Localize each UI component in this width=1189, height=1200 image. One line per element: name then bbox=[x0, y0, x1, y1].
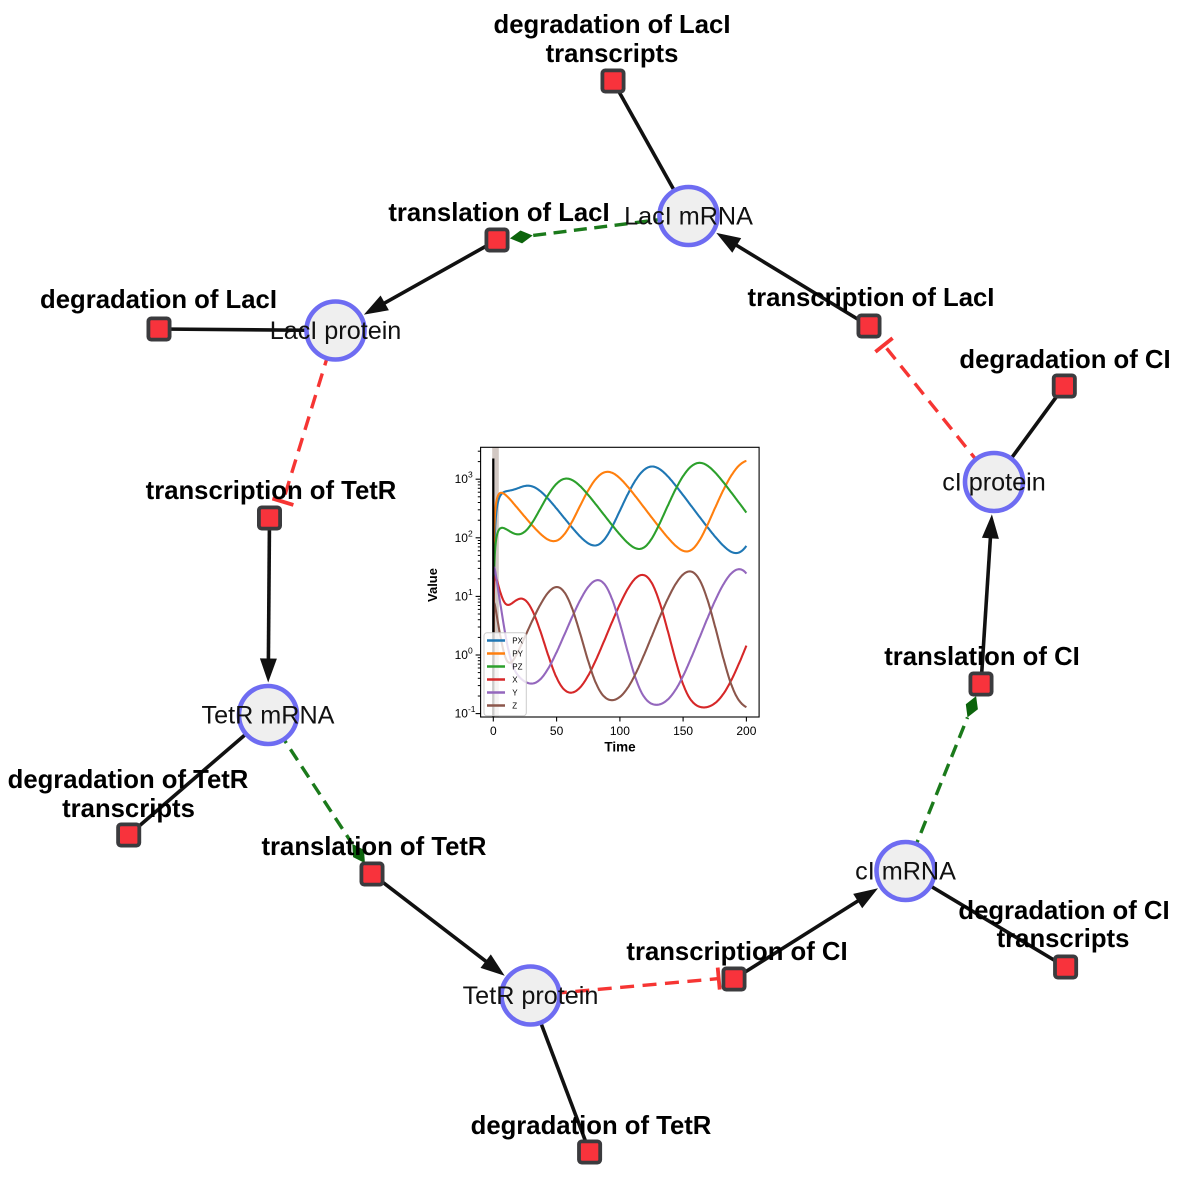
svg-text:LacI protein: LacI protein bbox=[270, 317, 402, 345]
svg-text:Z: Z bbox=[512, 701, 517, 710]
svg-text:PX: PX bbox=[512, 636, 523, 645]
svg-text:0: 0 bbox=[490, 724, 497, 738]
svg-text:transcription of TetR: transcription of TetR bbox=[146, 477, 397, 505]
svg-text:degradation of LacI: degradation of LacI bbox=[40, 286, 277, 314]
svg-text:translation of LacI: translation of LacI bbox=[388, 199, 609, 227]
svg-text:degradation of TetR: degradation of TetR bbox=[471, 1112, 712, 1140]
svg-text:transcripts: transcripts bbox=[62, 795, 195, 823]
svg-text:degradation of CI: degradation of CI bbox=[958, 897, 1169, 925]
svg-text:degradation of CI: degradation of CI bbox=[959, 346, 1170, 374]
svg-text:transcription of LacI: transcription of LacI bbox=[748, 284, 995, 312]
svg-text:TetR mRNA: TetR mRNA bbox=[202, 702, 335, 730]
svg-text:TetR protein: TetR protein bbox=[463, 982, 599, 1010]
svg-text:150: 150 bbox=[673, 724, 693, 738]
svg-text:translation of CI: translation of CI bbox=[884, 643, 1080, 671]
svg-text:degradation of LacI: degradation of LacI bbox=[494, 11, 731, 39]
svg-text:degradation of TetR: degradation of TetR bbox=[8, 766, 249, 794]
svg-text:PY: PY bbox=[512, 649, 523, 658]
svg-text:200: 200 bbox=[736, 724, 756, 738]
svg-text:transcripts: transcripts bbox=[997, 925, 1130, 953]
svg-text:Y: Y bbox=[512, 688, 518, 697]
svg-text:X: X bbox=[512, 675, 518, 684]
svg-text:cI protein: cI protein bbox=[942, 469, 1046, 497]
svg-text:LacI mRNA: LacI mRNA bbox=[624, 203, 753, 231]
svg-text:Value: Value bbox=[425, 568, 440, 602]
svg-text:Time: Time bbox=[604, 740, 636, 755]
svg-text:transcription of CI: transcription of CI bbox=[626, 938, 847, 966]
svg-text:translation of TetR: translation of TetR bbox=[261, 833, 486, 861]
svg-text:PZ: PZ bbox=[512, 662, 522, 671]
svg-text:50: 50 bbox=[550, 724, 564, 738]
svg-text:100: 100 bbox=[610, 724, 630, 738]
svg-text:transcripts: transcripts bbox=[546, 40, 679, 68]
svg-text:cI mRNA: cI mRNA bbox=[855, 858, 956, 886]
